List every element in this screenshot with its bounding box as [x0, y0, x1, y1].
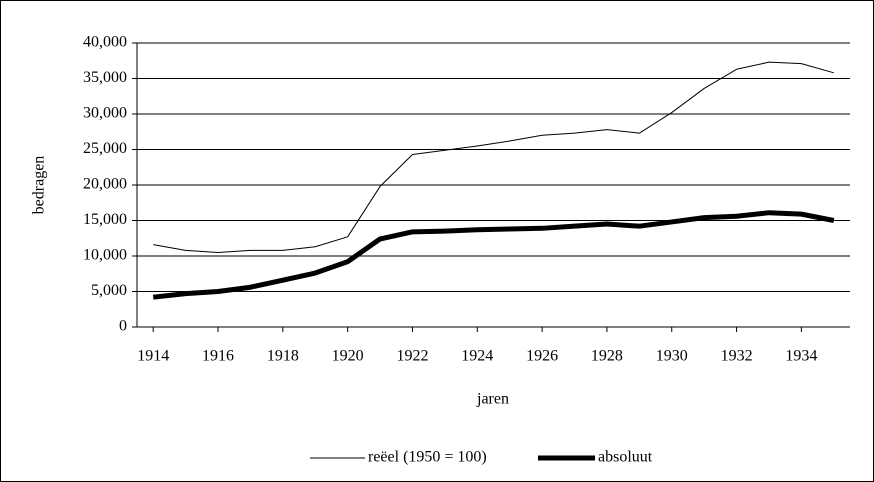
series-line [152, 210, 835, 300]
y-tick-label: 25,000 [83, 140, 127, 157]
x-tick-label: 1914 [137, 348, 169, 365]
x-tick-label: 1922 [396, 348, 428, 365]
y-tick-label: 15,000 [83, 211, 127, 228]
y-tick-label: 20,000 [83, 176, 127, 193]
x-tick-label: 1934 [785, 348, 817, 365]
x-tick-label: 1924 [461, 348, 493, 365]
legend-label: absoluut [598, 449, 653, 466]
x-tick-label: 1932 [721, 348, 753, 365]
x-tick-label: 1928 [591, 348, 623, 365]
y-tick-label: 0 [119, 318, 127, 335]
x-tick-label: 1930 [656, 348, 688, 365]
y-tick-label: 5,000 [91, 282, 127, 299]
y-axis-label: bedragen [31, 156, 48, 215]
y-tick-label: 10,000 [83, 247, 127, 264]
x-tick-label: 1920 [332, 348, 364, 365]
legend-label: reëel (1950 = 100) [368, 449, 487, 466]
y-tick-label: 30,000 [83, 105, 127, 122]
y-tick-label: 35,000 [83, 69, 127, 86]
y-tick-label: 40,000 [83, 34, 127, 51]
x-tick-label: 1918 [267, 348, 299, 365]
x-tick-label: 1926 [526, 348, 558, 365]
x-tick-label: 1916 [202, 348, 234, 365]
series-line [153, 61, 834, 253]
x-axis-label: jaren [476, 391, 509, 408]
